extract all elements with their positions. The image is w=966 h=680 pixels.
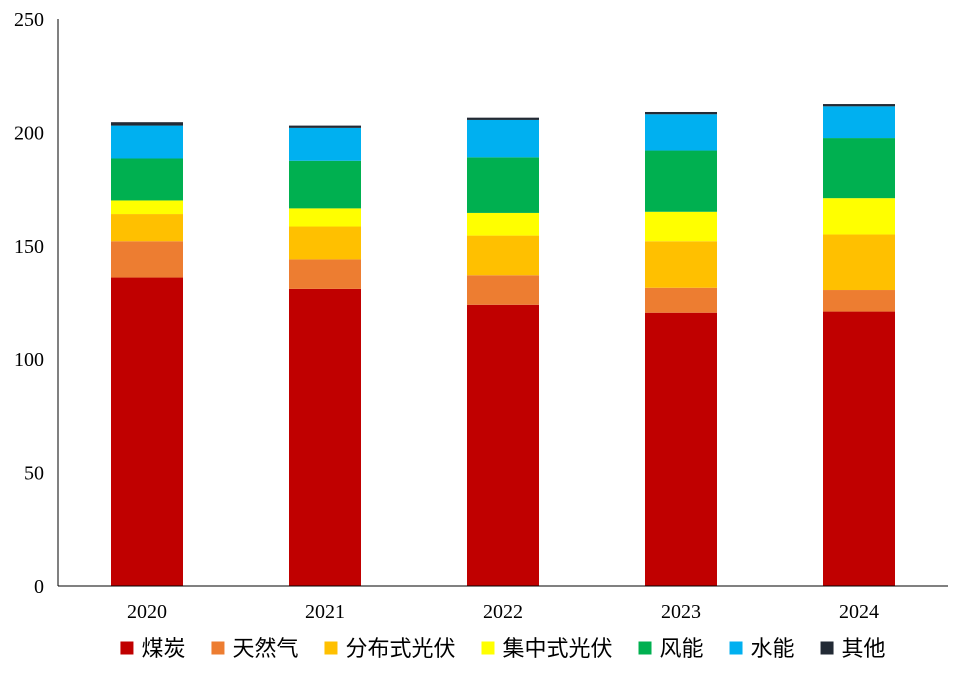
bar-segment-2023-1	[645, 287, 717, 313]
bar-segment-2021-1	[289, 259, 361, 289]
bar-segment-2022-5	[467, 119, 539, 158]
bar-segment-2023-6	[645, 111, 717, 115]
bar-segment-2020-4	[111, 158, 183, 201]
x-tick-label: 2024	[839, 601, 879, 623]
bar-stack-2021	[289, 125, 361, 586]
legend-swatch	[481, 641, 495, 655]
bar-segment-2024-6	[823, 104, 895, 107]
legend-item: 水能	[729, 636, 795, 661]
bar-stack-2023	[645, 111, 717, 586]
bar-segment-2022-6	[467, 117, 539, 120]
x-tick-label: 2021	[305, 601, 345, 623]
x-tick-label: 2022	[483, 601, 523, 623]
y-tick-label: 200	[14, 122, 44, 144]
bar-segment-2020-5	[111, 125, 183, 159]
bar-segment-2024-4	[823, 138, 895, 199]
y-tick-label: 100	[14, 349, 44, 371]
legend-item: 其他	[820, 636, 886, 661]
bar-segment-2021-2	[289, 226, 361, 260]
legend-label: 集中式光伏	[502, 636, 612, 661]
bar-segment-2022-1	[467, 275, 539, 305]
bar-segment-2020-1	[111, 241, 183, 278]
bar-segment-2020-2	[111, 214, 183, 242]
bar-segment-2022-2	[467, 235, 539, 276]
legend: 煤炭 天然气 分布式光伏 集中式光伏 风能 水能 其他	[120, 636, 886, 661]
bar-segment-2024-5	[823, 106, 895, 139]
bar-stack-2020	[111, 122, 183, 586]
legend-label: 风能	[660, 636, 704, 661]
legend-item: 天然气	[211, 636, 298, 661]
legend-label: 分布式光伏	[345, 636, 455, 661]
y-tick-label: 150	[14, 236, 44, 258]
bar-segment-2023-2	[645, 241, 717, 288]
bar-segment-2023-0	[645, 312, 717, 586]
legend-label: 天然气	[232, 636, 298, 661]
y-tick-label: 250	[14, 9, 44, 31]
legend-swatch	[638, 641, 652, 655]
bar-segment-2022-3	[467, 212, 539, 236]
bar-segment-2021-0	[289, 288, 361, 586]
axes-layer: 0 50 100 150 200 250 2020 2021 2022 2023 2024	[14, 9, 948, 623]
legend-label: 煤炭	[141, 636, 185, 661]
legend-swatch	[211, 641, 225, 655]
legend-label: 其他	[842, 636, 886, 661]
bar-segment-2024-2	[823, 234, 895, 291]
legend-item: 分布式光伏	[324, 636, 455, 661]
bar-segment-2023-4	[645, 150, 717, 212]
x-tick-label: 2023	[661, 601, 701, 623]
legend-swatch	[820, 641, 834, 655]
bar-segment-2021-6	[289, 125, 361, 128]
legend-label: 水能	[751, 636, 795, 661]
y-tick-label: 50	[24, 463, 44, 485]
bar-segment-2020-3	[111, 200, 183, 215]
legend-swatch	[729, 641, 743, 655]
bar-segment-2021-4	[289, 160, 361, 209]
y-tick-label: 0	[34, 576, 44, 598]
bars-layer	[111, 104, 895, 586]
legend-swatch	[120, 641, 134, 655]
bar-segment-2022-0	[467, 304, 539, 586]
legend-item: 煤炭	[120, 636, 185, 661]
bar-segment-2022-4	[467, 157, 539, 213]
bar-segment-2024-0	[823, 311, 895, 586]
x-tick-label: 2020	[127, 601, 167, 623]
legend-item: 集中式光伏	[481, 636, 613, 661]
bar-segment-2020-0	[111, 277, 183, 586]
bar-segment-2021-5	[289, 127, 361, 161]
bar-segment-2024-1	[823, 290, 895, 312]
legend-item: 风能	[638, 636, 704, 661]
bar-segment-2024-3	[823, 198, 895, 235]
bar-segment-2023-5	[645, 114, 717, 151]
bar-stack-2022	[467, 117, 539, 586]
bar-segment-2023-3	[645, 211, 717, 242]
bar-stack-2024	[823, 104, 895, 586]
bar-segment-2020-6	[111, 122, 183, 126]
bar-segment-2021-3	[289, 208, 361, 227]
legend-swatch	[324, 641, 338, 655]
